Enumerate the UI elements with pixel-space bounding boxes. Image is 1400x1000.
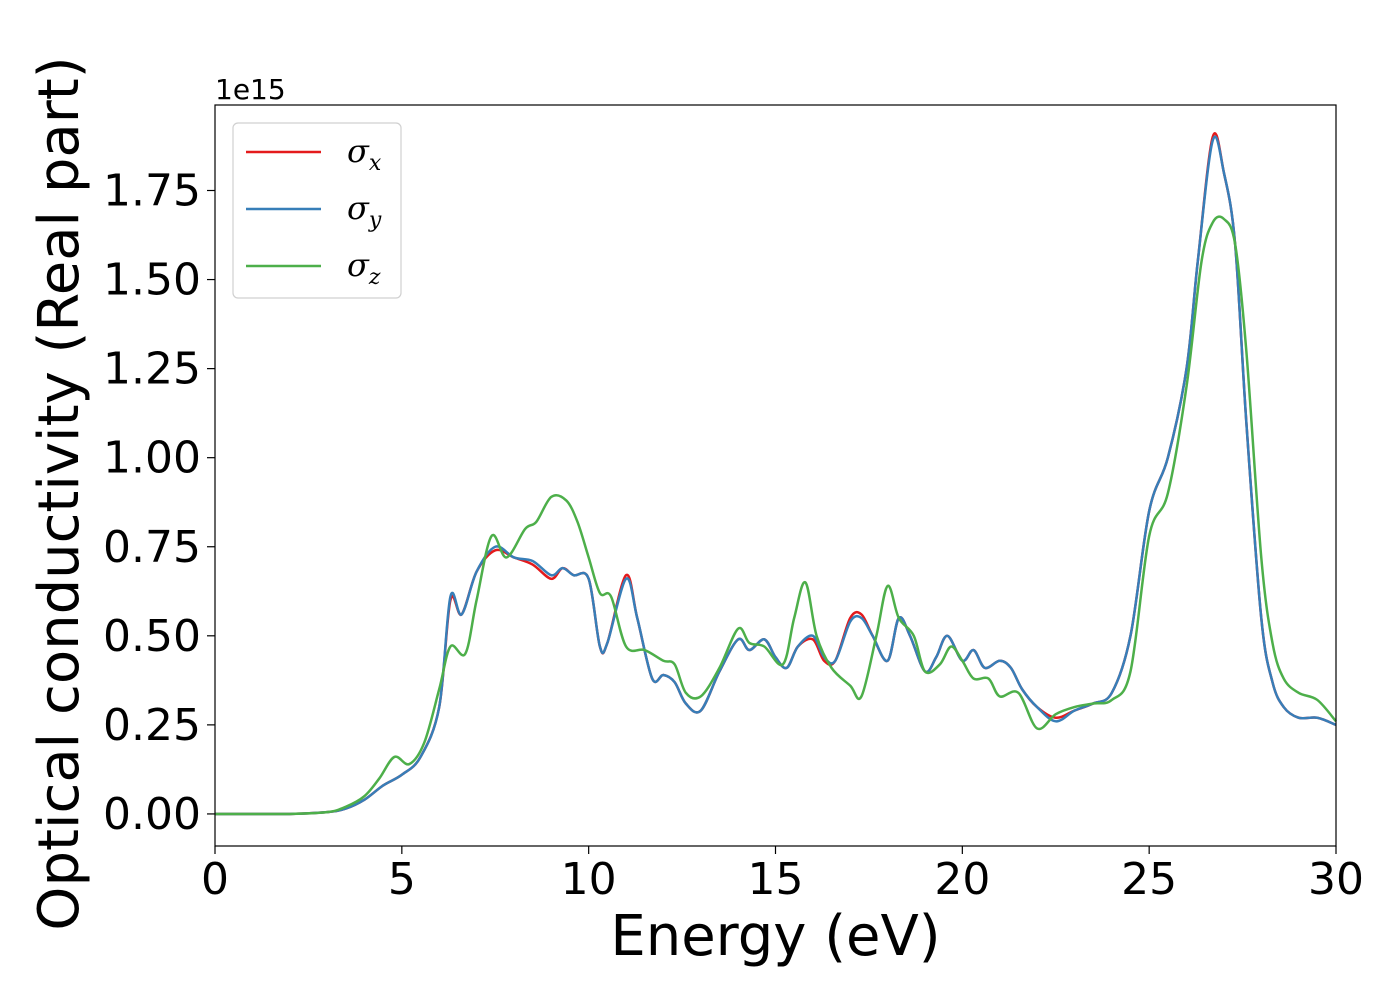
x-tick-label: 30 — [1308, 854, 1364, 905]
y-offset-text: 1e15 — [215, 73, 286, 106]
y-tick-label: 1.25 — [103, 344, 201, 395]
x-tick-label: 10 — [561, 854, 617, 905]
series-layer — [214, 132, 1337, 816]
y-tick-label: 0.25 — [103, 700, 201, 751]
x-tick-label: 5 — [388, 854, 416, 905]
y-tick-label: 0.50 — [103, 611, 201, 662]
legend-entry-label: σy — [347, 189, 382, 233]
x-axis: 0 5 10 15 20 25 30 — [201, 846, 1364, 905]
legend-entry-subscript: y — [368, 208, 382, 233]
x-tick-label: 15 — [748, 854, 804, 905]
plot-area — [215, 105, 1336, 846]
legend-entry-subscript: x — [369, 151, 382, 176]
y-tick-label: 1.75 — [103, 166, 201, 217]
y-axis: 0.00 0.25 0.50 0.75 1.00 1.25 1.50 1.75 — [103, 166, 215, 840]
x-tick-label: 0 — [201, 854, 229, 905]
y-tick-label: 1.50 — [103, 255, 201, 306]
y-tick-label: 0.75 — [103, 522, 201, 573]
x-tick-label: 20 — [934, 854, 990, 905]
x-tick-label: 25 — [1121, 854, 1177, 905]
x-axis-label: Energy (eV) — [610, 904, 940, 969]
y-tick-label: 1.00 — [103, 433, 201, 484]
y-tick-label: 0.00 — [103, 789, 201, 840]
series-line-z — [214, 215, 1337, 816]
legend-frame — [232, 122, 402, 299]
y-axis-label: Optical conductivity (Real part) — [27, 56, 92, 930]
legend-entry-subscript: z — [368, 265, 381, 290]
